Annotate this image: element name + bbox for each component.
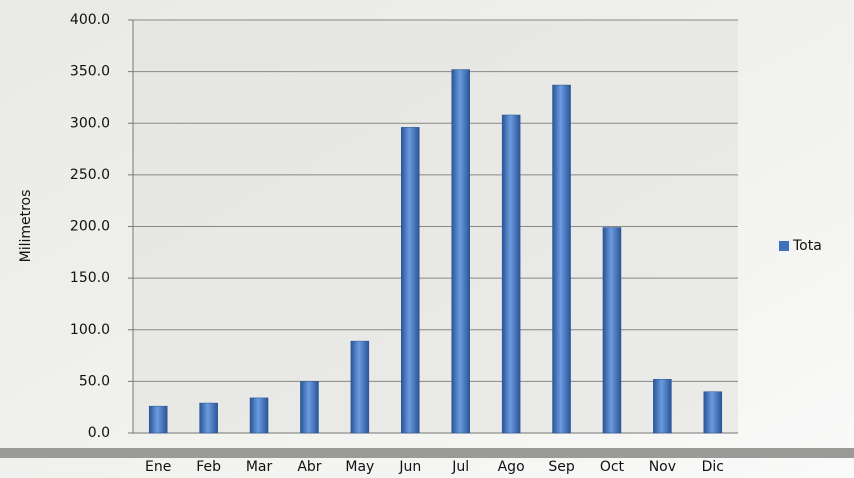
bar xyxy=(401,127,420,434)
bar xyxy=(249,397,269,434)
y-tick-label: 350.0 xyxy=(70,64,110,80)
x-tick-label: Feb xyxy=(196,459,221,475)
x-tick-label: Ago xyxy=(498,459,525,475)
x-tick-label: Dic xyxy=(702,459,724,475)
y-tick-label: 50.0 xyxy=(79,373,110,389)
x-tick-label: Abr xyxy=(297,459,321,475)
y-tick-label: 100.0 xyxy=(70,322,110,338)
legend-swatch xyxy=(779,241,789,251)
x-tick-label: May xyxy=(345,459,374,475)
y-tick-label: 150.0 xyxy=(70,270,110,286)
y-tick-label: 400.0 xyxy=(70,12,110,28)
x-tick-label: Nov xyxy=(649,459,676,475)
bar xyxy=(148,405,168,434)
bar xyxy=(451,69,470,434)
bar xyxy=(199,402,218,434)
x-tick-label: Ene xyxy=(145,459,171,475)
y-tick-label: 200.0 xyxy=(70,219,110,235)
bar xyxy=(703,391,723,434)
y-tick-label: 300.0 xyxy=(70,115,110,131)
legend-label: Tota xyxy=(792,238,822,254)
x-tick-label: Jun xyxy=(398,459,421,475)
bar xyxy=(350,340,370,434)
x-tick-label: Mar xyxy=(246,459,273,475)
bar xyxy=(602,227,622,434)
bar xyxy=(653,379,672,434)
x-tick-label: Jul xyxy=(451,459,469,475)
y-tick-label: 250.0 xyxy=(70,167,110,183)
y-tick-label: 0.0 xyxy=(88,425,110,441)
bar xyxy=(501,114,521,434)
bottom-band xyxy=(0,448,854,458)
x-tick-label: Oct xyxy=(600,459,625,475)
bar xyxy=(300,381,319,434)
x-tick-label: Sep xyxy=(548,459,575,475)
y-axis-label: Milimetros xyxy=(18,190,34,263)
bar xyxy=(552,84,571,434)
